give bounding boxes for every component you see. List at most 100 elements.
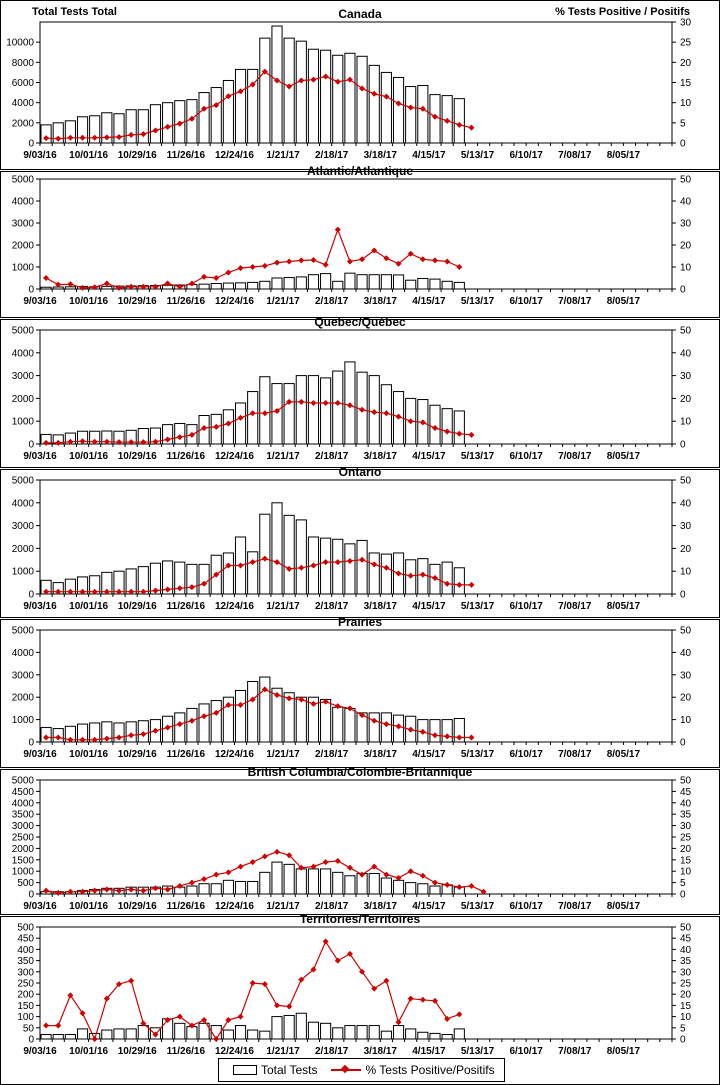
positivity-point [383, 93, 390, 100]
y2-tick-label: 40 [680, 197, 692, 208]
positivity-point [43, 734, 50, 741]
x-tick-label: 4/15/17 [412, 451, 446, 462]
y2-tick-label: 30 [680, 967, 692, 978]
positivity-point [237, 1013, 244, 1020]
positivity-point [140, 439, 147, 446]
positivity-point [79, 134, 86, 141]
x-tick-label: 1/21/17 [266, 1046, 300, 1057]
x-tick-label: 2/18/17 [315, 901, 349, 912]
positivity-point [346, 76, 353, 83]
bar [295, 519, 307, 595]
positivity-point [225, 269, 232, 276]
y-tick-label: 2000 [12, 693, 35, 704]
bar [149, 104, 162, 144]
bar [356, 539, 368, 595]
y-tick-label: 1000 [12, 417, 35, 428]
positivity-point [213, 871, 220, 878]
positivity-point [164, 123, 171, 130]
y2-tick-label: 30 [680, 821, 692, 832]
x-tick-label: 10/01/16 [69, 601, 108, 612]
positivity-point [91, 438, 98, 445]
positivity-point [444, 258, 451, 265]
bar [380, 1030, 392, 1040]
bar [429, 404, 441, 445]
x-tick-label: 6/10/17 [509, 451, 543, 462]
positivity-point [310, 76, 317, 83]
x-tick-label: 6/10/17 [509, 901, 543, 912]
bar [380, 274, 392, 290]
y-tick-label: 300 [17, 967, 34, 978]
x-tick-label: 9/03/16 [23, 749, 57, 760]
bar [320, 273, 332, 290]
positivity-point [103, 280, 110, 287]
bar [234, 1025, 247, 1040]
bar [52, 1034, 64, 1040]
bar [429, 885, 441, 895]
bar [320, 377, 332, 445]
bar [453, 567, 465, 595]
bar [392, 76, 405, 144]
positivity-point [116, 734, 122, 741]
bar [198, 883, 210, 895]
bar [210, 883, 222, 895]
bar [283, 692, 295, 743]
bar [259, 280, 271, 290]
chart-panel: 0 2000 4000 6000 8000 10000 0 5 10 15 20 25 30 9/03/1… [0, 0, 720, 170]
y2-tick-label: 25 [680, 833, 692, 844]
x-tick-label: 12/24/16 [215, 150, 254, 161]
bar [405, 1028, 417, 1040]
positivity-point [201, 713, 208, 720]
x-tick-label: 6/10/17 [509, 601, 543, 612]
positivity-point [407, 995, 414, 1002]
bar [174, 712, 186, 743]
y-tick-label: 5000 [12, 776, 35, 787]
positivity-point [322, 698, 329, 705]
x-tick-label: 12/24/16 [215, 451, 254, 462]
y2-tick-label: 35 [680, 956, 692, 967]
positivity-point [116, 981, 122, 988]
bar [368, 712, 380, 743]
plot-area [39, 329, 673, 445]
x-tick-label: 6/10/17 [509, 296, 543, 307]
y-tick-label: 1000 [12, 567, 35, 578]
bar [295, 696, 307, 743]
bar [198, 92, 210, 144]
positivity-point [43, 588, 50, 595]
bar [210, 700, 222, 743]
y2-tick-label: 40 [680, 945, 692, 956]
y2-tick-label: 20 [680, 990, 692, 1001]
positivity-point [188, 879, 195, 886]
y-tick-label: 350 [17, 956, 34, 967]
x-tick-label: 1/21/17 [266, 451, 300, 462]
positivity-point [419, 571, 426, 578]
positivity-point [456, 734, 463, 741]
x-tick-label: 1/21/17 [266, 296, 300, 307]
positivity-point [164, 586, 171, 593]
bar [307, 696, 320, 743]
y-tick-label: 3000 [12, 371, 35, 382]
y-tick-label: 10000 [6, 38, 34, 49]
positivity-point [444, 733, 451, 740]
positivity-point [444, 881, 451, 888]
positivity-point [103, 886, 110, 893]
positivity-point [322, 559, 329, 566]
bar [222, 409, 234, 445]
x-tick-label: 9/03/16 [23, 1046, 57, 1057]
bar [368, 64, 380, 144]
positivity-point [140, 588, 147, 595]
bar [356, 1025, 368, 1040]
positivity-point [419, 728, 426, 735]
positivity-point [322, 938, 329, 945]
bar [247, 68, 259, 144]
y2-tick-label: 5 [680, 118, 686, 129]
bar [307, 274, 320, 290]
y2-tick-label: 15 [680, 1001, 692, 1012]
positivity-point [237, 863, 244, 870]
positivity-point [103, 588, 110, 595]
y-tick-label: 4000 [12, 798, 35, 809]
bar [453, 98, 465, 144]
bar [368, 1025, 380, 1040]
plot-area [39, 779, 673, 895]
x-tick-label: 1/21/17 [266, 601, 300, 612]
positivity-point [225, 869, 232, 876]
